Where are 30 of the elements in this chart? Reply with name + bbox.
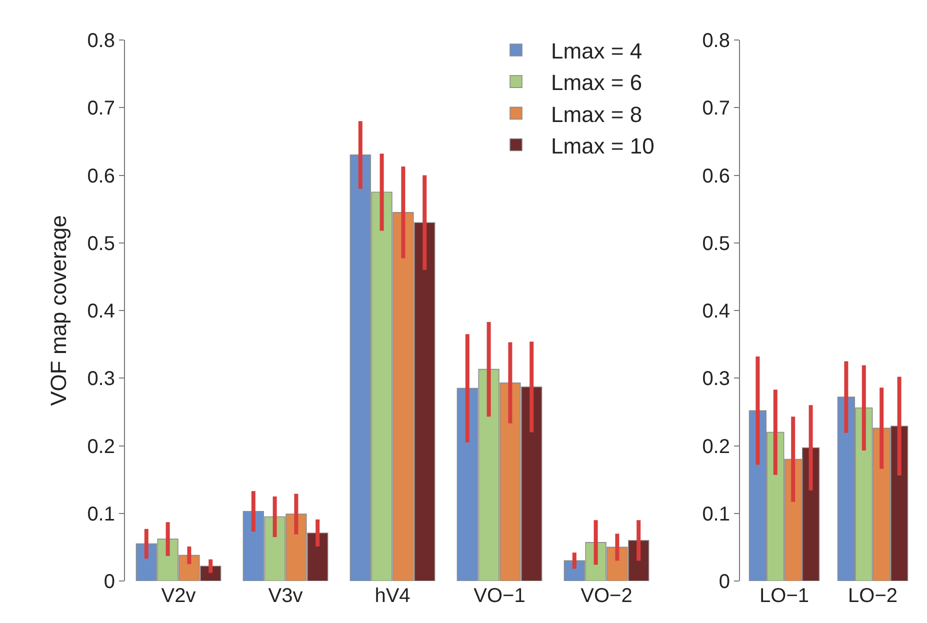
legend-label: Lmax = 8 bbox=[551, 102, 642, 127]
y-tick-label: 0.8 bbox=[702, 30, 730, 52]
y-tick-label: 0.4 bbox=[87, 300, 115, 322]
y-tick-label: 0.3 bbox=[87, 368, 115, 390]
y-tick-label: 0.5 bbox=[702, 232, 730, 255]
y-tick-label: 0 bbox=[104, 571, 115, 593]
legend-label: Lmax = 4 bbox=[551, 38, 642, 64]
x-tick-label: V2v bbox=[161, 585, 196, 607]
y-tick-label: 0 bbox=[718, 571, 730, 593]
x-tick-label: LO−1 bbox=[760, 585, 809, 607]
x-tick-label: LO−2 bbox=[848, 585, 898, 607]
y-tick-label: 0.4 bbox=[702, 300, 730, 322]
x-tick-label: VO−2 bbox=[580, 585, 632, 607]
x-tick-label: VO−1 bbox=[474, 585, 526, 607]
x-tick-label: V3v bbox=[268, 585, 303, 607]
y-tick-label: 0.7 bbox=[702, 98, 730, 120]
x-tick-label: hV4 bbox=[374, 585, 410, 607]
y-tick-label: 0.5 bbox=[87, 232, 115, 255]
y-tick-label: 0.2 bbox=[702, 436, 730, 458]
y-tick-label: 0.7 bbox=[87, 98, 115, 120]
y-axis-title: VOF map coverage bbox=[46, 215, 71, 406]
y-tick-label: 0.8 bbox=[87, 30, 115, 52]
y-tick-label: 0.1 bbox=[87, 503, 115, 526]
y-tick-label: 0.6 bbox=[702, 165, 730, 188]
legend-label: Lmax = 10 bbox=[551, 133, 654, 158]
y-tick-label: 0.3 bbox=[702, 368, 730, 390]
y-tick-label: 0.1 bbox=[702, 503, 730, 526]
legend-label: Lmax = 6 bbox=[551, 70, 642, 96]
y-tick-label: 0.2 bbox=[87, 436, 115, 458]
y-tick-label: 0.6 bbox=[87, 165, 115, 188]
